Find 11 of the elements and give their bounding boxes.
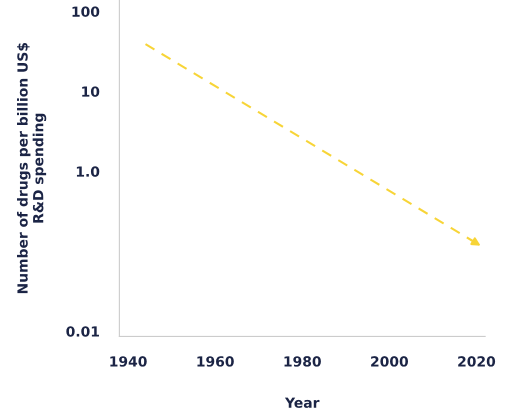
- y-tick-label: 100: [72, 6, 100, 17]
- y-tick-label: 10: [82, 86, 100, 97]
- y-tick-label: 1.0: [76, 166, 100, 177]
- x-tick-label: 1960: [197, 356, 234, 367]
- x-tick-label: 2000: [371, 356, 408, 367]
- x-tick-label: 1940: [110, 356, 147, 367]
- x-tick-label: 1980: [284, 356, 321, 367]
- y-tick-label: 0.01: [66, 326, 99, 337]
- x-tick-label: 2020: [458, 356, 496, 367]
- x-axis-title: Year: [284, 398, 320, 408]
- y-axis-title: Number of drugs per billion US$ R&D spending: [17, 42, 46, 294]
